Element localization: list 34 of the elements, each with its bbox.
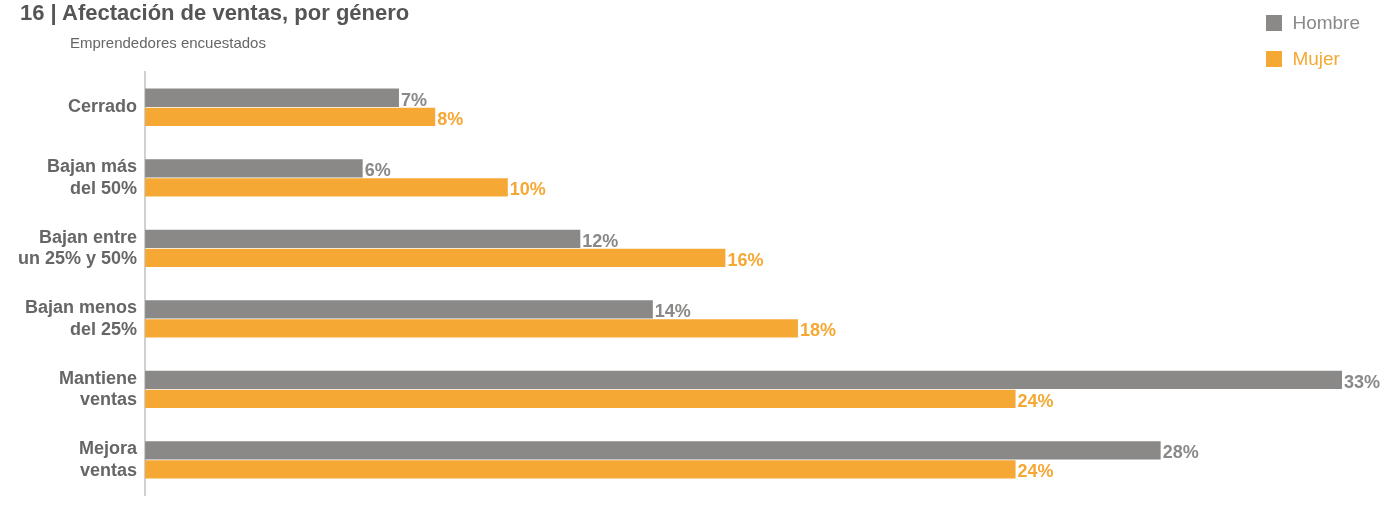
bar bbox=[145, 319, 798, 338]
bar bbox=[145, 300, 653, 319]
data-label: 7% bbox=[400, 89, 427, 110]
y-tick-label: Cerrado bbox=[68, 96, 138, 117]
data-label: 16% bbox=[727, 249, 764, 270]
bar bbox=[145, 88, 399, 107]
bar bbox=[145, 370, 1342, 390]
data-label: 6% bbox=[364, 160, 391, 181]
data-label: 8% bbox=[437, 108, 464, 129]
bar bbox=[145, 178, 508, 197]
bar bbox=[145, 248, 726, 267]
bar bbox=[145, 229, 581, 248]
data-label: 12% bbox=[582, 230, 619, 251]
y-tick-label: Bajan menos del 25% bbox=[25, 297, 138, 339]
data-label: 14% bbox=[654, 301, 691, 322]
y-tick-label: Mejora ventas bbox=[79, 438, 139, 480]
data-label: 18% bbox=[799, 320, 836, 341]
chart-subtitle: Emprendedores encuestados bbox=[70, 34, 266, 51]
data-label: 24% bbox=[1017, 461, 1054, 482]
data-label: 33% bbox=[1344, 371, 1381, 392]
bar bbox=[145, 441, 1161, 460]
bar bbox=[145, 389, 1016, 409]
bar bbox=[145, 159, 363, 178]
data-label: 24% bbox=[1017, 390, 1054, 411]
data-label: 28% bbox=[1162, 442, 1199, 463]
legend-label: Hombre bbox=[1292, 12, 1360, 34]
chart-title: 16 | Afectación de ventas, por género bbox=[20, 0, 410, 26]
data-label: 10% bbox=[509, 179, 546, 200]
y-tick-label: Bajan más del 50% bbox=[47, 155, 138, 198]
legend-label: Mujer bbox=[1292, 48, 1340, 70]
y-tick-label: Bajan entre un 25% y 50% bbox=[17, 226, 138, 269]
y-tick-label: Mantiene ventas bbox=[59, 367, 138, 410]
bar bbox=[145, 460, 1016, 479]
bar bbox=[145, 107, 436, 126]
